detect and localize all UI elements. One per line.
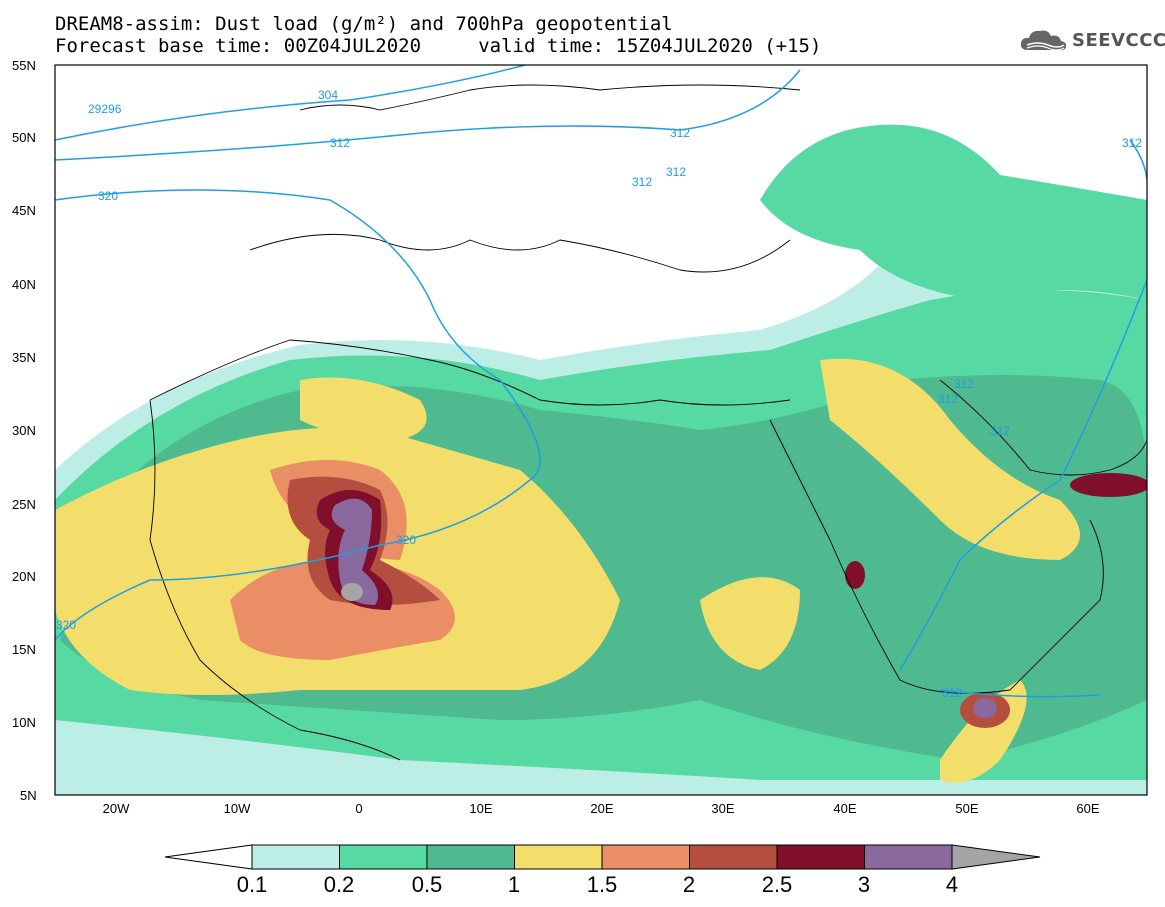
colorbar-labels: 0.1 0.2 0.5 1 1.5 2 2.5 3 4	[237, 872, 958, 897]
contour-label: 312	[330, 136, 350, 150]
colorbar-label: 2.5	[762, 872, 793, 897]
dust-shade-redsea	[845, 561, 865, 589]
lon-label: 60E	[1076, 801, 1099, 816]
contour-label: 320	[396, 533, 416, 547]
contour-label: 320	[56, 618, 76, 632]
map-frame	[54, 64, 1148, 796]
europe-coast	[249, 233, 791, 273]
lon-label: 0	[355, 801, 362, 816]
contour-label: 29296	[88, 102, 122, 116]
colorbar-box	[426, 844, 515, 870]
colorbar-label: 0.2	[324, 872, 355, 897]
lat-label: 5N	[20, 788, 37, 803]
lon-label: 50E	[955, 801, 978, 816]
lon-label: 30E	[711, 801, 734, 816]
colorbar-label: 1	[508, 872, 520, 897]
north-coast	[299, 84, 801, 111]
seevccc-logo: SEEVCCC	[1018, 26, 1165, 56]
lat-label: 30N	[12, 423, 36, 438]
lon-label: 20E	[590, 801, 613, 816]
dust-shade-1-sudan	[700, 577, 800, 670]
lat-label: 55N	[12, 58, 36, 73]
gulf-coast	[939, 379, 1147, 476]
lat-label: 40N	[12, 277, 36, 292]
contour-label: 312	[666, 165, 686, 179]
colorbar-box	[339, 844, 428, 870]
colorbar-box	[864, 844, 953, 870]
colorbar-box	[601, 844, 690, 870]
map-field: 29296 304 312 312 312 312 320 320 320 31…	[55, 65, 1147, 795]
isoline-312-east	[899, 279, 1147, 671]
dust-shade-0-2-north	[760, 124, 1147, 300]
lat-label: 50N	[12, 130, 36, 145]
colorbar-boxes	[251, 844, 953, 870]
colorbar-label: 0.5	[412, 872, 443, 897]
colorbar-label: 4	[946, 872, 958, 897]
cloud-logo-icon	[1020, 30, 1067, 51]
map-title: DREAM8-assim: Dust load (g/m²) and 700hP…	[55, 13, 673, 35]
isoline-320	[55, 189, 541, 641]
latitude-axis: 55N 50N 45N 40N 35N 30N 25N 20N 15N 10N …	[12, 58, 37, 803]
lat-label: 20N	[12, 569, 36, 584]
contour-label: 312	[942, 686, 962, 700]
lon-label: 10W	[224, 801, 251, 816]
contour-label: 312	[632, 175, 652, 189]
colorbar-right-arrow	[951, 844, 1041, 870]
colorbar-label: 1.5	[587, 872, 618, 897]
colorbar-label: 2	[683, 872, 695, 897]
dust-shade-1-b	[300, 377, 427, 440]
north-africa-coast	[149, 339, 791, 406]
colorbar-box	[776, 844, 865, 870]
lon-label: 40E	[833, 801, 856, 816]
lat-label: 10N	[12, 715, 36, 730]
colorbar-box	[514, 844, 603, 870]
longitude-axis: 20W 10W 0 10E 20E 30E 40E 50E 60E	[103, 801, 1100, 816]
colorbar-left-arrow	[164, 844, 253, 870]
lat-label: 15N	[12, 642, 36, 657]
isoline-312-south	[939, 689, 1101, 698]
red-sea-arabia-coast	[769, 419, 1104, 694]
colorbar-label: 0.1	[237, 872, 268, 897]
contour-label: 304	[318, 88, 338, 102]
dust-shade-1-arabia	[820, 358, 1080, 560]
colorbar-box	[689, 844, 778, 870]
isoline-312	[55, 69, 801, 161]
lon-label: 20W	[103, 801, 130, 816]
dust-shade-pakistan	[1070, 473, 1147, 497]
contour-label: 312	[990, 424, 1010, 438]
contour-label: 320	[98, 189, 118, 203]
dust-shade-somalia-3	[973, 698, 997, 718]
colorbar-box	[251, 844, 340, 870]
lat-label: 35N	[12, 350, 36, 365]
west-africa-coast	[149, 399, 401, 761]
colorbar-label: 3	[858, 872, 870, 897]
forecast-times: Forecast base time: 00Z04JUL2020 valid t…	[55, 35, 822, 57]
logo-text: SEEVCCC	[1072, 30, 1165, 51]
contour-label: 312	[1122, 136, 1142, 150]
lat-label: 45N	[12, 203, 36, 218]
isoline-304	[55, 65, 526, 141]
contour-label: 312	[670, 126, 690, 140]
dust-shade-4	[341, 583, 363, 601]
lon-label: 10E	[469, 801, 492, 816]
contour-label: 312	[954, 377, 974, 391]
colorbar: 0.1 0.2 0.5 1 1.5 2 2.5 3 4	[164, 844, 1041, 897]
contour-label: 312	[938, 392, 958, 406]
lat-label: 25N	[12, 497, 36, 512]
